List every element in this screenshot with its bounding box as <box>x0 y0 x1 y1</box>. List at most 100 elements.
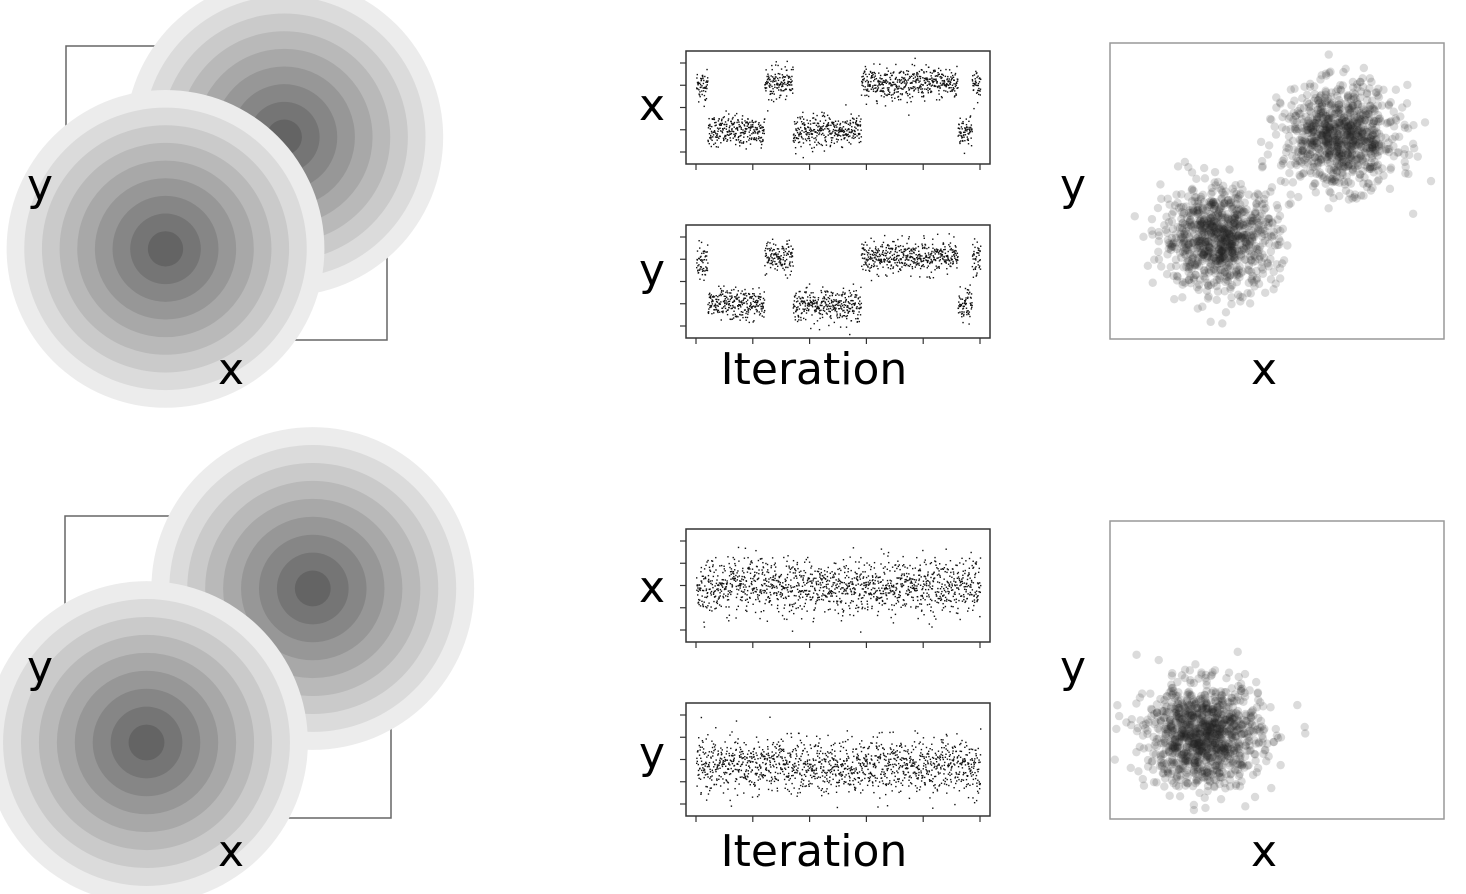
sample-point-cluster-0 <box>1264 141 1274 150</box>
sample-point-cluster-0 <box>1357 127 1367 136</box>
trace-point <box>762 130 765 132</box>
trace-point <box>716 602 719 605</box>
sample-point-cluster-0 <box>1298 147 1307 156</box>
trace-point <box>754 301 756 303</box>
trace-point <box>712 300 714 303</box>
trace-point <box>727 590 730 592</box>
sample-point-cluster-0 <box>1370 105 1379 114</box>
trace-point <box>865 264 868 266</box>
trace-point <box>979 90 981 92</box>
sample-point-cluster-0 <box>1297 93 1307 103</box>
trace-point <box>787 266 789 269</box>
trace-point <box>762 307 764 309</box>
sample-point-cluster-1 <box>1157 194 1166 204</box>
trace-point <box>770 75 772 77</box>
trace-point <box>818 142 821 145</box>
trace-point <box>978 248 980 250</box>
trace-point <box>763 121 765 123</box>
trace-point <box>931 250 933 253</box>
trace-point <box>722 290 724 292</box>
sample-point-cluster-0 <box>1361 143 1371 152</box>
trace-point <box>771 76 774 78</box>
sample-point-cluster-1 <box>1220 235 1230 245</box>
trace-point <box>787 82 789 84</box>
trace-point <box>929 256 931 258</box>
trace-point <box>735 316 737 318</box>
sample-point-cluster-0 <box>1302 121 1312 130</box>
trace-point <box>868 249 870 251</box>
trace-point <box>886 87 889 89</box>
sample-point-cluster-0 <box>1310 140 1319 150</box>
trace-point <box>923 265 925 268</box>
trace-point <box>752 577 754 580</box>
sample-point-cluster-0 <box>1336 113 1345 122</box>
sample-point-cluster-0 <box>1278 156 1287 166</box>
trace-point <box>920 259 922 261</box>
sample-point-cluster-0 <box>1324 101 1334 110</box>
trace-point <box>824 290 826 292</box>
trace-point <box>713 143 715 146</box>
sample-point-cluster-0 <box>1308 162 1318 172</box>
trace-point <box>802 297 804 299</box>
trace-point <box>774 253 776 255</box>
trace-point <box>917 89 920 91</box>
trace-point <box>805 312 808 314</box>
trace-point <box>739 580 741 582</box>
sample-point-cluster-0 <box>1352 120 1362 129</box>
sample-point-cluster-0 <box>1348 83 1358 92</box>
trace-point <box>967 143 970 145</box>
trace-point <box>900 70 902 73</box>
trace-point <box>945 90 947 92</box>
trace-point <box>711 610 713 612</box>
trace-point <box>807 309 810 312</box>
sample-point-cluster-0 <box>1296 109 1305 119</box>
trace-point <box>702 76 704 78</box>
trace-point <box>712 593 715 595</box>
trace-point <box>719 124 721 126</box>
trace-point <box>746 589 749 592</box>
trace-point <box>722 139 725 142</box>
trace-point <box>759 303 761 306</box>
trace-point <box>830 124 832 127</box>
sample-point-cluster-0 <box>1326 188 1335 197</box>
sample-point-cluster-1 <box>1172 190 1181 199</box>
trace-point <box>853 290 855 292</box>
trace-point <box>814 141 816 143</box>
trace-point <box>697 601 700 603</box>
trace-point <box>702 82 705 85</box>
trace-point <box>811 150 814 153</box>
trace-point <box>889 82 892 84</box>
trace-point <box>722 579 724 581</box>
sample-point-cluster-0 <box>1317 100 1327 109</box>
trace-point <box>817 141 819 144</box>
trace-point <box>801 129 803 132</box>
trace-point <box>781 264 783 267</box>
trace-point <box>933 257 935 259</box>
trace-point <box>753 293 755 295</box>
trace-point <box>793 141 795 143</box>
trace-point <box>941 251 943 253</box>
trace-point <box>751 568 754 570</box>
trace-point <box>836 123 839 125</box>
trace-point <box>795 122 798 125</box>
trace-point <box>722 571 724 574</box>
trace-point <box>815 139 817 141</box>
trace-point <box>758 287 760 289</box>
trace-point <box>836 130 838 132</box>
trace-point <box>926 77 928 79</box>
trace-point <box>710 306 712 308</box>
trace-point <box>848 128 850 130</box>
trace-point <box>821 111 823 114</box>
trace-point <box>934 259 937 261</box>
sample-point-cluster-0 <box>1333 108 1343 117</box>
trace-point <box>739 132 742 134</box>
trace-point <box>968 323 970 325</box>
trace-point <box>921 95 923 98</box>
trace-point <box>849 307 852 310</box>
top-trace-x-ticks <box>680 62 981 170</box>
trace-point <box>778 83 781 86</box>
trace-point <box>717 575 719 577</box>
sample-point-cluster-0 <box>1309 127 1318 137</box>
trace-point <box>896 81 899 83</box>
trace-point <box>731 118 734 120</box>
